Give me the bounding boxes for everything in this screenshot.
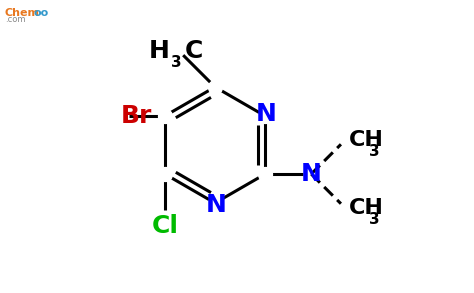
- Text: Chem: Chem: [5, 8, 40, 18]
- Text: CH: CH: [349, 130, 384, 150]
- Text: Cl: Cl: [151, 214, 178, 238]
- Text: N: N: [256, 102, 277, 126]
- Text: Br: Br: [121, 104, 153, 128]
- Text: 3: 3: [171, 55, 182, 70]
- Text: oo: oo: [34, 8, 49, 18]
- Text: H: H: [148, 39, 169, 63]
- Text: .com: .com: [5, 15, 26, 24]
- Text: N: N: [206, 193, 227, 217]
- Text: 3: 3: [369, 144, 380, 159]
- Text: CH: CH: [349, 198, 384, 218]
- Text: N: N: [301, 162, 322, 186]
- Text: 3: 3: [369, 212, 380, 227]
- Text: C: C: [185, 39, 203, 63]
